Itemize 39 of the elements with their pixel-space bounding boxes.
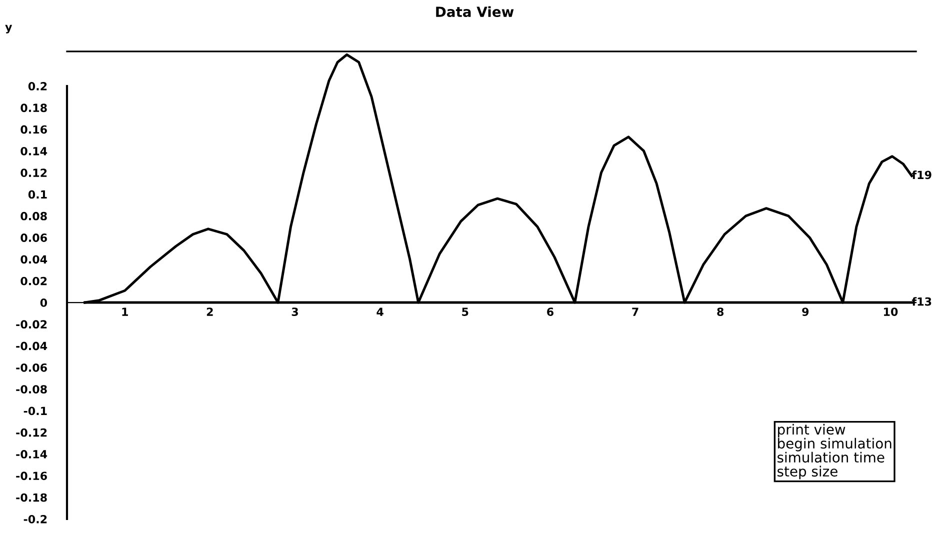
y-tick-label: -0.14 [16, 450, 48, 458]
y-axis-title: y [5, 24, 12, 34]
y-tick-label: -0.16 [16, 472, 47, 480]
x-tick-label: 5 [462, 308, 468, 316]
x-tick-label: 2 [206, 308, 213, 316]
y-tick-label: 0.02 [20, 276, 47, 286]
x-tick-label: 4 [376, 308, 384, 316]
annotation: begin simulation [778, 438, 892, 452]
y-tick-label: 0.06 [20, 234, 47, 242]
y-tick-label: -0.1 [24, 406, 47, 416]
annotation: step size [778, 466, 838, 480]
y-tick-label: -0.18 [16, 493, 47, 502]
x-tick-label: 1 [122, 308, 128, 316]
x-tick-label: 3 [292, 308, 298, 316]
y-tick-label: 0.12 [20, 168, 47, 178]
y-tick-label: -0.02 [16, 320, 47, 329]
x-tick-label: 8 [717, 308, 724, 316]
x-tick-label: 10 [884, 308, 898, 316]
chart-title: Data View [436, 6, 514, 18]
y-tick-label: 0 [40, 298, 48, 307]
y-tick-label: -0.2 [24, 514, 47, 524]
series-label: f19 [912, 170, 932, 180]
y-tick-label: 0.1 [28, 190, 47, 199]
y-tick-label: -0.12 [16, 428, 47, 437]
y-tick-label: 0.16 [20, 125, 47, 134]
y-tick-label: -0.04 [16, 342, 48, 350]
y-tick-label: -0.08 [16, 385, 47, 394]
y-tick-label: 0.2 [28, 82, 47, 90]
y-tick-label: 0.18 [20, 104, 47, 112]
annotation: simulation time [778, 452, 884, 463]
y-tick-label: 0.08 [20, 212, 47, 220]
y-tick-label: -0.06 [16, 363, 47, 372]
series-label: f13 [912, 297, 932, 306]
annotation: print view [778, 424, 846, 438]
x-tick-label: 9 [802, 308, 809, 316]
y-tick-label: 0.04 [20, 255, 48, 264]
y-tick-label: 0.14 [20, 146, 48, 156]
x-tick-label: 6 [547, 308, 554, 316]
x-tick-label: 7 [632, 308, 638, 316]
